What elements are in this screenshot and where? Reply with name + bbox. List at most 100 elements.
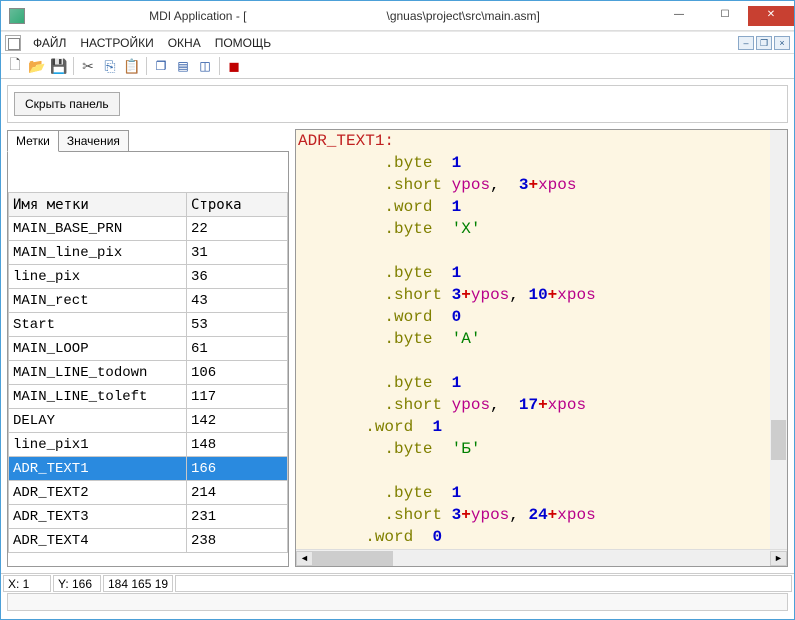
- cell-label-name: MAIN_rect: [9, 289, 187, 313]
- cell-label-name: Start: [9, 313, 187, 337]
- menu-file[interactable]: ФАЙЛ: [27, 34, 72, 52]
- cell-label-name: MAIN_LINE_toleft: [9, 385, 187, 409]
- toolbar: 🗋 📂 💾 ✂ ⎘ 📋 ❐ ▤ ◫ ◼: [1, 53, 794, 79]
- cut-button[interactable]: ✂: [78, 56, 98, 76]
- code-editor-pane: ADR_TEXT1: .byte 1 .short ypos, 3+xpos .…: [295, 129, 788, 567]
- cell-label-line: 166: [187, 457, 288, 481]
- status-spacer: [175, 575, 792, 592]
- toolbar-separator: [73, 57, 74, 75]
- toolbar-separator: [219, 57, 220, 75]
- menu-help[interactable]: ПОМОЩЬ: [209, 34, 277, 52]
- table-row[interactable]: MAIN_BASE_PRN22: [9, 217, 288, 241]
- statusbar: X: 1 Y: 166 184 165 19: [1, 573, 794, 593]
- status-x: X: 1: [3, 575, 51, 592]
- toolbar-separator: [146, 57, 147, 75]
- table-row[interactable]: ADR_TEXT3231: [9, 505, 288, 529]
- table-row[interactable]: ADR_TEXT1166: [9, 457, 288, 481]
- hscroll-track[interactable]: [313, 551, 770, 566]
- panel-spacer: [8, 152, 288, 192]
- close-button[interactable]: ✕: [748, 6, 794, 26]
- cell-label-name: MAIN_LOOP: [9, 337, 187, 361]
- labels-table-wrap: Имя метки Строка MAIN_BASE_PRN22MAIN_lin…: [8, 192, 288, 566]
- vertical-scrollbar[interactable]: [770, 130, 787, 549]
- table-row[interactable]: MAIN_LOOP61: [9, 337, 288, 361]
- table-row[interactable]: DELAY142: [9, 409, 288, 433]
- panel-toggle-area: Скрыть панель: [7, 85, 788, 123]
- mdi-restore-button[interactable]: ❐: [756, 36, 772, 50]
- title-right: \gnuas\project\src\main.asm]: [386, 9, 539, 23]
- vscroll-thumb[interactable]: [771, 420, 786, 460]
- mdi-minimize-button[interactable]: –: [738, 36, 754, 50]
- cell-label-line: 142: [187, 409, 288, 433]
- window-buttons: — ☐ ✕: [656, 6, 794, 26]
- cell-label-line: 106: [187, 361, 288, 385]
- hscroll-thumb[interactable]: [313, 551, 393, 566]
- cell-label-line: 231: [187, 505, 288, 529]
- cell-label-name: line_pix1: [9, 433, 187, 457]
- mdi-child-buttons: – ❐ ×: [738, 36, 790, 50]
- tile-vertical-button[interactable]: ◫: [195, 56, 215, 76]
- cell-label-line: 22: [187, 217, 288, 241]
- tab-body: Имя метки Строка MAIN_BASE_PRN22MAIN_lin…: [7, 151, 289, 567]
- cell-label-name: line_pix: [9, 265, 187, 289]
- table-row[interactable]: ADR_TEXT4238: [9, 529, 288, 553]
- mdi-close-button[interactable]: ×: [774, 36, 790, 50]
- new-file-button[interactable]: 🗋: [5, 56, 25, 76]
- cell-label-name: MAIN_LINE_todown: [9, 361, 187, 385]
- cell-label-line: 36: [187, 265, 288, 289]
- paste-button[interactable]: 📋: [122, 56, 142, 76]
- menu-settings[interactable]: НАСТРОЙКИ: [74, 34, 159, 52]
- cell-label-name: ADR_TEXT1: [9, 457, 187, 481]
- open-file-button[interactable]: 📂: [27, 56, 47, 76]
- table-row[interactable]: line_pix1148: [9, 433, 288, 457]
- window-title: MDI Application - [ \gnuas\project\src\ma…: [33, 9, 656, 23]
- cell-label-name: ADR_TEXT4: [9, 529, 187, 553]
- table-row[interactable]: Start53: [9, 313, 288, 337]
- save-file-button[interactable]: 💾: [49, 56, 69, 76]
- mdi-child-icon[interactable]: [5, 35, 21, 51]
- cascade-windows-button[interactable]: ❐: [151, 56, 171, 76]
- app-icon: [9, 8, 25, 24]
- tab-labels[interactable]: Метки: [7, 130, 59, 152]
- col-name-header[interactable]: Имя метки: [9, 193, 187, 217]
- menu-windows[interactable]: ОКНА: [162, 34, 207, 52]
- cell-label-line: 31: [187, 241, 288, 265]
- tab-values[interactable]: Значения: [58, 130, 129, 152]
- col-line-header[interactable]: Строка: [187, 193, 288, 217]
- cell-label-name: MAIN_line_pix: [9, 241, 187, 265]
- horizontal-scrollbar[interactable]: ◄ ►: [296, 549, 787, 566]
- content-area: Метки Значения Имя метки Строка MAIN_BAS…: [7, 129, 788, 567]
- maximize-button[interactable]: ☐: [702, 6, 748, 26]
- cell-label-name: ADR_TEXT2: [9, 481, 187, 505]
- cell-label-line: 43: [187, 289, 288, 313]
- tile-horizontal-button[interactable]: ▤: [173, 56, 193, 76]
- hscroll-left-arrow[interactable]: ◄: [296, 551, 313, 566]
- copy-button[interactable]: ⎘: [100, 56, 120, 76]
- table-row[interactable]: MAIN_LINE_toleft117: [9, 385, 288, 409]
- title-left: MDI Application - [: [149, 9, 246, 23]
- table-row[interactable]: ADR_TEXT2214: [9, 481, 288, 505]
- table-row[interactable]: MAIN_LINE_todown106: [9, 361, 288, 385]
- cell-label-line: 214: [187, 481, 288, 505]
- labels-table: Имя метки Строка MAIN_BASE_PRN22MAIN_lin…: [8, 192, 288, 553]
- cell-label-name: MAIN_BASE_PRN: [9, 217, 187, 241]
- cell-label-line: 53: [187, 313, 288, 337]
- table-row[interactable]: MAIN_line_pix31: [9, 241, 288, 265]
- hscroll-right-arrow[interactable]: ►: [770, 551, 787, 566]
- cell-label-line: 117: [187, 385, 288, 409]
- table-row[interactable]: line_pix36: [9, 265, 288, 289]
- table-row[interactable]: MAIN_rect43: [9, 289, 288, 313]
- tabs: Метки Значения: [7, 129, 289, 151]
- status-extra: 184 165 19: [103, 575, 173, 592]
- code-text[interactable]: ADR_TEXT1: .byte 1 .short ypos, 3+xpos .…: [296, 130, 787, 549]
- hide-panel-button[interactable]: Скрыть панель: [14, 92, 120, 116]
- titlebar: MDI Application - [ \gnuas\project\src\ma…: [1, 1, 794, 31]
- minimize-button[interactable]: —: [656, 6, 702, 26]
- stop-button[interactable]: ◼: [224, 56, 244, 76]
- cell-label-line: 238: [187, 529, 288, 553]
- cell-label-name: ADR_TEXT3: [9, 505, 187, 529]
- cell-label-name: DELAY: [9, 409, 187, 433]
- left-pane: Метки Значения Имя метки Строка MAIN_BAS…: [7, 129, 289, 567]
- code-viewport[interactable]: ADR_TEXT1: .byte 1 .short ypos, 3+xpos .…: [296, 130, 787, 549]
- cell-label-line: 148: [187, 433, 288, 457]
